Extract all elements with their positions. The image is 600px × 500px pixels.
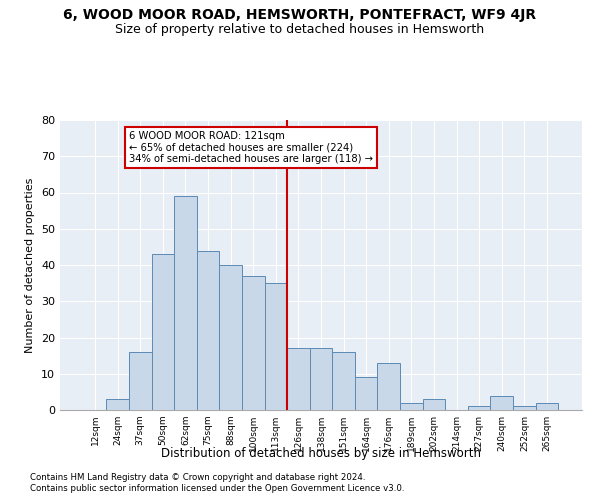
Text: 6, WOOD MOOR ROAD, HEMSWORTH, PONTEFRACT, WF9 4JR: 6, WOOD MOOR ROAD, HEMSWORTH, PONTEFRACT… — [64, 8, 536, 22]
Bar — [106, 399, 129, 410]
Text: Distribution of detached houses by size in Hemsworth: Distribution of detached houses by size … — [161, 448, 481, 460]
Bar — [310, 348, 332, 410]
Bar — [490, 396, 513, 410]
Bar — [152, 254, 174, 410]
Bar — [536, 403, 558, 410]
Bar — [400, 403, 422, 410]
Bar — [355, 378, 377, 410]
Bar — [242, 276, 265, 410]
Bar — [513, 406, 536, 410]
Bar — [129, 352, 152, 410]
Bar — [220, 265, 242, 410]
Text: Contains HM Land Registry data © Crown copyright and database right 2024.: Contains HM Land Registry data © Crown c… — [30, 472, 365, 482]
Bar — [265, 283, 287, 410]
Text: 6 WOOD MOOR ROAD: 121sqm
← 65% of detached houses are smaller (224)
34% of semi-: 6 WOOD MOOR ROAD: 121sqm ← 65% of detach… — [129, 131, 373, 164]
Bar — [197, 250, 220, 410]
Bar — [332, 352, 355, 410]
Text: Contains public sector information licensed under the Open Government Licence v3: Contains public sector information licen… — [30, 484, 404, 493]
Text: Size of property relative to detached houses in Hemsworth: Size of property relative to detached ho… — [115, 22, 485, 36]
Bar — [174, 196, 197, 410]
Bar — [422, 399, 445, 410]
Bar — [287, 348, 310, 410]
Bar — [468, 406, 490, 410]
Y-axis label: Number of detached properties: Number of detached properties — [25, 178, 35, 352]
Bar — [377, 363, 400, 410]
